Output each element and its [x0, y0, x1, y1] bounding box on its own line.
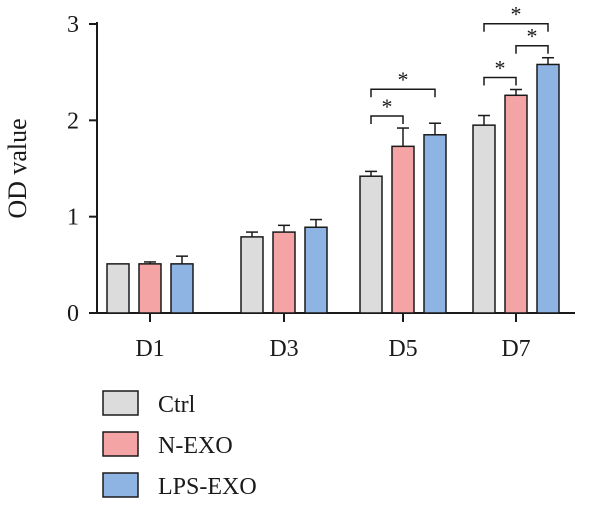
bar: [170, 263, 194, 314]
y-tick-label: 0: [67, 301, 79, 327]
legend-swatch: [102, 472, 139, 498]
significance-label: *: [527, 24, 538, 49]
bar: [272, 231, 296, 314]
bar: [240, 236, 264, 314]
bar: [304, 226, 328, 314]
chart-legend: Ctrl N-EXO LPS-EXO: [102, 390, 257, 500]
y-tick-label: 3: [67, 12, 79, 38]
significance-brackets: ** ***: [370, 2, 549, 125]
x-tick-label: D5: [388, 336, 417, 362]
significance-bracket: [370, 115, 404, 125]
x-tick-label: D3: [269, 336, 298, 362]
significance-label: *: [398, 67, 409, 92]
legend-label: Ctrl: [158, 392, 196, 418]
y-tick-label: 2: [67, 108, 79, 134]
significance-label: *: [495, 56, 506, 81]
legend-swatch: [102, 390, 139, 416]
x-tick-label: D1: [135, 336, 164, 362]
significance-bracket: [483, 22, 549, 32]
x-tick-label: D7: [501, 336, 530, 362]
chart-bars: [106, 56, 560, 314]
legend-label: LPS-EXO: [158, 474, 257, 500]
bar: [138, 263, 162, 314]
bar: [106, 263, 130, 314]
significance-bracket: [483, 76, 517, 86]
significance-label: *: [511, 2, 522, 27]
significance-bracket: [515, 44, 549, 54]
y-tick-label: 1: [67, 205, 79, 231]
bar: [472, 124, 496, 314]
y-axis-label: OD value: [3, 118, 32, 218]
significance-bracket: [370, 88, 436, 98]
bar: [536, 63, 560, 314]
bar: [423, 134, 447, 314]
bar: [504, 94, 528, 314]
chart-axes: 0 1 2 3 OD value D1 D3 D5 D7: [3, 12, 575, 362]
legend-swatch: [102, 431, 139, 457]
legend-label: N-EXO: [158, 433, 233, 459]
bar: [359, 175, 383, 314]
significance-label: *: [382, 94, 393, 119]
bar: [391, 145, 415, 314]
